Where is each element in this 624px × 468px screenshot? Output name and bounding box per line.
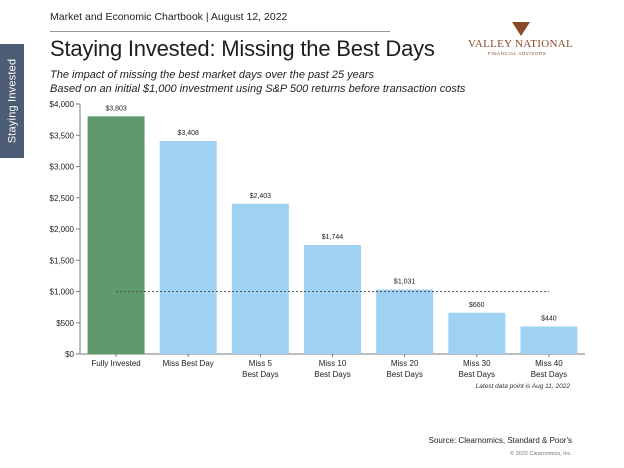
x-tick-label: Miss 20	[391, 359, 419, 368]
x-tick-label: Best Days	[459, 370, 495, 379]
x-tick-label: Miss 10	[319, 359, 347, 368]
y-tick-label: $2,500	[50, 194, 75, 203]
x-tick-label: Miss 5	[249, 359, 273, 368]
bar	[520, 326, 578, 354]
bar	[376, 289, 434, 354]
y-tick-label: $4,000	[50, 100, 75, 109]
data-label: $3,803	[105, 105, 127, 112]
x-tick-label: Best Days	[386, 370, 422, 379]
y-tick-label: $1,000	[50, 288, 75, 297]
y-tick-label: $500	[56, 319, 74, 328]
x-tick-label: Miss Best Day	[163, 359, 214, 368]
y-tick-label: $2,000	[50, 225, 75, 234]
logo-tagline: FINANCIAL ADVISORS	[488, 51, 547, 56]
section-tab[interactable]: Staying Invested	[0, 44, 24, 158]
data-label: $660	[469, 302, 485, 309]
copyright-note: © 2022 Clearnomics, Inc.	[510, 451, 572, 457]
y-tick-label: $3,000	[50, 163, 75, 172]
x-tick-label: Fully Invested	[91, 359, 140, 368]
data-label: $1,744	[322, 234, 344, 241]
data-label: $440	[541, 316, 557, 323]
bar	[159, 141, 217, 354]
y-tick-label: $0	[65, 350, 74, 359]
chart-subtitle-2: Based on an initial $1,000 investment us…	[50, 83, 466, 95]
header-divider	[50, 31, 390, 32]
y-tick-label: $1,500	[50, 256, 75, 265]
x-tick-label: Miss 40	[535, 359, 563, 368]
logo-chevron-icon	[512, 22, 530, 36]
y-tick-label: $3,500	[50, 131, 75, 140]
bar	[231, 203, 289, 354]
x-tick-label: Best Days	[242, 370, 278, 379]
source-note: Source: Clearnomics, Standard & Poor's	[428, 436, 572, 445]
data-label: $1,031	[394, 279, 416, 286]
logo-name: VALLEY NATIONAL	[468, 38, 574, 50]
data-label: $3,408	[178, 130, 200, 137]
data-note: Latest data point is Aug 11, 2022	[475, 383, 570, 390]
chart-subtitle-1: The impact of missing the best market da…	[50, 69, 375, 81]
company-logo: VALLEY NATIONAL FINANCIAL ADVISORS	[468, 22, 588, 62]
bar	[87, 116, 145, 354]
chart-title: Staying Invested: Missing the Best Days	[50, 36, 435, 61]
data-label: $2,403	[250, 193, 272, 200]
x-tick-label: Best Days	[531, 370, 567, 379]
bar	[304, 245, 361, 354]
bar	[448, 312, 506, 354]
x-tick-label: Miss 30	[463, 359, 491, 368]
chartbook-header: Market and Economic Chartbook | August 1…	[50, 11, 288, 23]
x-tick-label: Best Days	[314, 370, 350, 379]
